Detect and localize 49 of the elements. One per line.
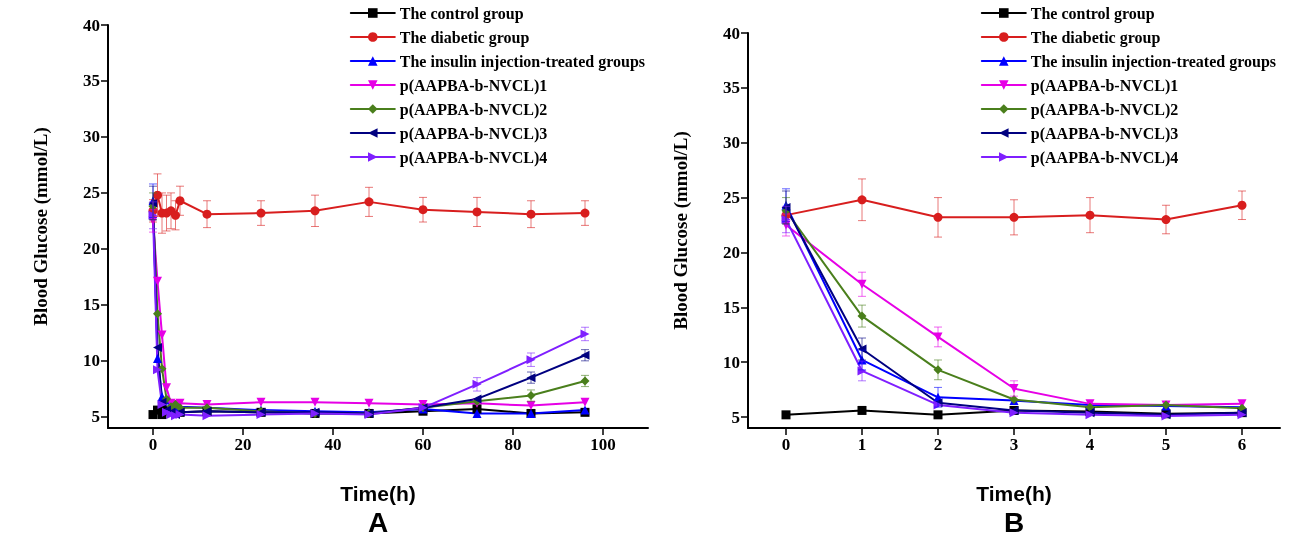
y-tick-label: 10 — [723, 352, 740, 372]
x-tick-label: 0 — [781, 435, 791, 454]
y-tick-label: 35 — [83, 71, 100, 91]
y-tick-label: 20 — [723, 242, 740, 262]
legend-label: The insulin injection-treated groups — [1030, 52, 1277, 71]
y-tick-label: 5 — [731, 407, 740, 427]
legend-label: The control group — [399, 4, 524, 23]
legend-label: p(AAPBA-b-NVCL)4 — [399, 148, 548, 167]
x-tick-label: 5 — [1161, 435, 1171, 454]
x-tick-label: 60 — [414, 435, 432, 454]
y-tick-label: 40 — [83, 15, 100, 35]
legend-label: p(AAPBA-b-NVCL)1 — [399, 76, 548, 95]
y-axis-title: Blood Glucose (mmol/L) — [30, 127, 52, 326]
legend-label: p(AAPBA-b-NVCL)3 — [1030, 124, 1179, 143]
legend-label: p(AAPBA-b-NVCL)1 — [1030, 76, 1179, 95]
legend-label: p(AAPBA-b-NVCL)2 — [399, 100, 548, 119]
x-tick-label: 2 — [933, 435, 943, 454]
y-tick-label: 10 — [83, 351, 100, 371]
y-tick-label: 20 — [83, 239, 100, 259]
x-tick-label: 20 — [234, 435, 252, 454]
y-tick-label: 35 — [723, 78, 740, 98]
y-tick-label: 15 — [83, 295, 100, 315]
y-tick-label: 25 — [83, 183, 100, 203]
y-axis-title: Blood Glucose (mmol/L) — [670, 131, 692, 330]
text: A — [368, 506, 389, 538]
x-axis-title: Time(h) — [976, 482, 1052, 505]
x-tick-label: 3 — [1009, 435, 1019, 454]
x-tick-label: 100 — [590, 435, 616, 454]
y-tick-label: 30 — [723, 133, 740, 153]
x-tick-label: 0 — [148, 435, 158, 454]
x-tick-label: 80 — [504, 435, 522, 454]
legend-label: The diabetic group — [1030, 28, 1161, 47]
y-tick-label: 25 — [723, 188, 740, 208]
legend-label: p(AAPBA-b-NVCL)2 — [1030, 100, 1179, 119]
legend-label: p(AAPBA-b-NVCL)4 — [1030, 148, 1179, 167]
legend-label: The diabetic group — [399, 28, 530, 47]
x-tick-label: 1 — [857, 435, 867, 454]
legend-label: p(AAPBA-b-NVCL)3 — [399, 124, 548, 143]
y-tick-label: 15 — [723, 297, 740, 317]
legend-label: The insulin injection-treated groups — [399, 52, 646, 71]
x-tick-label: 6 — [1237, 435, 1247, 454]
y-tick-label: 30 — [83, 127, 100, 147]
x-tick-label: 40 — [324, 435, 342, 454]
legend-label: The control group — [1030, 4, 1155, 23]
x-axis-title: Time(h) — [340, 482, 416, 505]
y-tick-label: 5 — [91, 407, 100, 427]
y-tick-label: 40 — [723, 23, 740, 43]
text: B — [1004, 506, 1025, 538]
x-tick-label: 4 — [1085, 435, 1095, 454]
